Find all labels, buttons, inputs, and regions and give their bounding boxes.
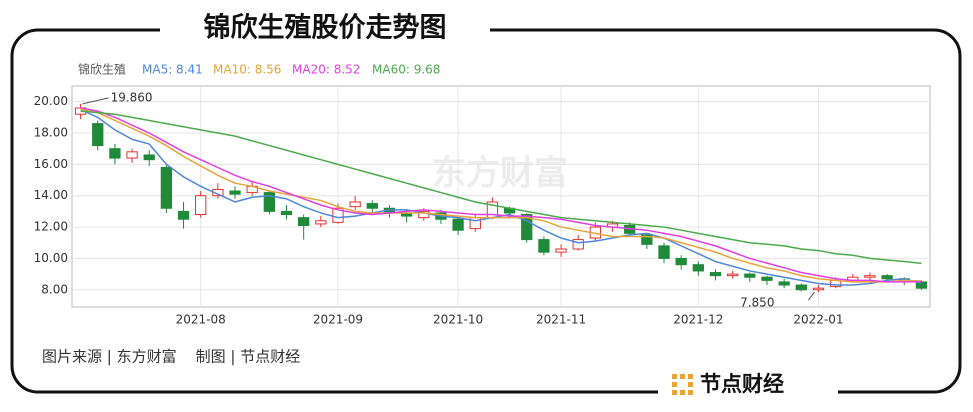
x-tick-label: 2021-10 (433, 313, 483, 327)
annotation-arrow (808, 291, 815, 301)
legend-stock: 锦欣生殖 (78, 62, 126, 77)
candle-body (195, 195, 207, 216)
brand: 节点财经 (700, 372, 784, 396)
candle-body (538, 239, 550, 253)
candle-body (126, 151, 138, 159)
candle-body (469, 217, 481, 230)
candle-body (572, 239, 584, 250)
candle-body (349, 201, 361, 208)
candle-body (92, 123, 104, 147)
y-tick-label: 16.00 (34, 157, 68, 171)
legend-entry: MA60: 9.68 (372, 63, 440, 77)
candle-body (727, 273, 739, 277)
plot-area (71, 85, 931, 308)
candle-body (366, 203, 378, 209)
candle-body (263, 192, 275, 212)
ma-line (80, 110, 922, 265)
candle-body (143, 154, 155, 161)
candle-body (864, 275, 876, 278)
source: 图片来源 | 东方财富 制图 | 节点财经 (42, 348, 300, 366)
annotation: 19.860 (111, 90, 153, 104)
ma-line (80, 108, 922, 283)
candle-body (109, 148, 121, 159)
y-tick-label: 20.00 (34, 94, 68, 108)
candle-body (658, 245, 670, 259)
candle-body (315, 220, 327, 225)
legend-entry: MA20: 8.52 (292, 63, 360, 77)
candle-body (709, 272, 722, 277)
candle-body (332, 207, 344, 223)
y-tick-label: 10.00 (34, 251, 68, 265)
brand-icon (672, 374, 693, 395)
legend-entry: MA5: 8.41 (142, 63, 203, 77)
candle-body (555, 248, 567, 253)
candle-body (761, 276, 773, 281)
y-tick-label: 8.00 (41, 282, 68, 296)
ma-line (80, 108, 922, 286)
annotation: 7.850 (740, 296, 774, 310)
x-tick-label: 2021-11 (536, 313, 586, 327)
x-tick-label: 2021-09 (313, 313, 363, 327)
candle-body (229, 190, 241, 195)
legend-entry: MA10: 8.56 (213, 63, 281, 77)
candle-body (881, 275, 893, 280)
ma-line (80, 107, 922, 283)
page-title: 锦欣生殖股价走势图 (204, 13, 447, 44)
candle-body (692, 264, 704, 272)
candle-body (795, 284, 807, 291)
title-gap (160, 14, 490, 46)
candle-body (778, 281, 790, 286)
x-tick-label: 2021-12 (673, 313, 723, 327)
candle-body (160, 167, 173, 209)
x-tick-label: 2021-08 (176, 313, 226, 327)
candle-body (280, 210, 293, 216)
y-tick-label: 18.00 (34, 126, 68, 140)
candle-body (177, 210, 190, 220)
candle-body (744, 273, 756, 278)
watermark: 东方财富 (432, 154, 568, 194)
candle-body (641, 234, 653, 245)
candle-body (812, 287, 825, 291)
candle-body (675, 257, 687, 266)
x-tick-label: 2022-01 (793, 313, 843, 327)
annotation-arrow (82, 97, 109, 105)
y-tick-label: 12.00 (34, 220, 68, 234)
y-tick-label: 14.00 (34, 188, 68, 202)
candle-body (298, 217, 310, 226)
candle-body (452, 218, 464, 231)
candle-body (521, 214, 533, 241)
